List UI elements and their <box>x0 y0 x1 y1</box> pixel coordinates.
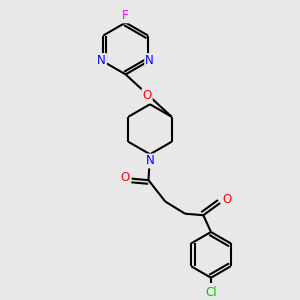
Text: N: N <box>146 154 154 167</box>
Text: O: O <box>120 171 130 184</box>
Text: Cl: Cl <box>205 286 217 299</box>
Text: O: O <box>142 89 152 102</box>
Text: O: O <box>222 194 231 206</box>
Text: F: F <box>122 9 129 22</box>
Text: N: N <box>97 54 106 67</box>
Text: N: N <box>145 54 154 67</box>
